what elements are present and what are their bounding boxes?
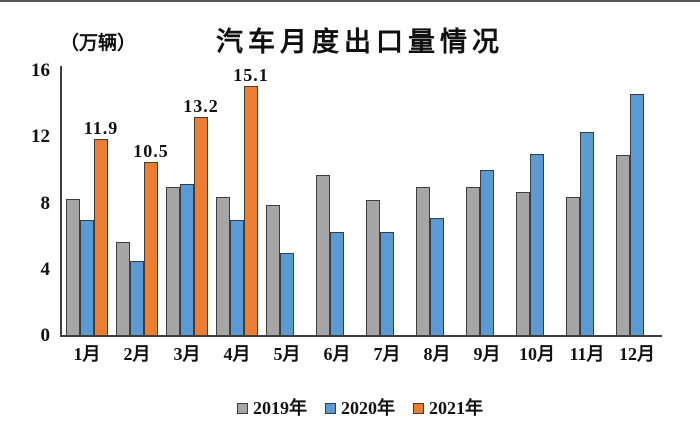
bar-2020-m12 xyxy=(630,94,644,336)
bar-2019-m8 xyxy=(416,186,430,336)
y-axis-unit-label: （万辆） xyxy=(60,33,137,54)
bar-2020-m3 xyxy=(180,183,194,336)
legend-label-2021: 2021年 xyxy=(429,398,483,418)
bar-2021-m1 xyxy=(94,138,108,336)
y-tick-label-0: 0 xyxy=(40,325,51,346)
bar-value-label-2021-m3: 13.2 xyxy=(183,96,219,117)
legend-item-2019: 2019年 xyxy=(237,398,307,418)
legend-item-2020: 2020年 xyxy=(325,398,395,418)
bar-2019-m4 xyxy=(216,196,230,336)
legend-item-2021: 2021年 xyxy=(413,398,483,418)
bar-2019-m9 xyxy=(466,186,480,336)
x-tick-label-m7: 7月 xyxy=(373,344,401,364)
x-tick-label-m5: 5月 xyxy=(273,344,301,364)
bar-2020-m9 xyxy=(480,170,494,336)
y-axis xyxy=(60,66,62,337)
bar-2020-m11 xyxy=(580,132,594,336)
chart-title: 汽车月度出口量情况 xyxy=(216,27,504,57)
bar-2019-m10 xyxy=(516,191,530,336)
bar-2020-m6 xyxy=(330,231,344,336)
bar-2021-m3 xyxy=(194,117,208,336)
y-tick-label-4: 4 xyxy=(40,258,51,280)
bar-value-label-2021-m2: 10.5 xyxy=(133,141,169,162)
bar-2019-m11 xyxy=(566,196,580,336)
x-tick-label-m12: 12月 xyxy=(619,344,655,364)
x-tick-label-m4: 4月 xyxy=(223,344,251,364)
x-tick-label-m11: 11月 xyxy=(569,344,605,364)
bar-2020-m4 xyxy=(230,220,244,336)
bar-2019-m2 xyxy=(116,241,130,336)
x-tick-label-m6: 6月 xyxy=(323,344,351,364)
bar-2019-m12 xyxy=(616,155,630,336)
x-tick-label-m2: 2月 xyxy=(123,344,151,364)
bar-2020-m5 xyxy=(280,253,294,336)
bar-2020-m8 xyxy=(430,218,444,336)
bar-2019-m6 xyxy=(316,175,330,336)
x-tick-label-m8: 8月 xyxy=(423,344,451,364)
legend-swatch-2019 xyxy=(237,402,248,414)
bar-2019-m1 xyxy=(66,198,80,336)
top-border-line xyxy=(0,0,700,2)
y-tick-label-8: 8 xyxy=(40,192,51,214)
legend-label-2020: 2020年 xyxy=(341,398,395,418)
legend: 2019年 2020年 2021年 xyxy=(10,398,700,418)
x-axis xyxy=(60,335,662,337)
bar-2021-m4 xyxy=(244,85,258,336)
y-tick-label-16: 16 xyxy=(31,60,50,81)
bar-value-label-2021-m1: 11.9 xyxy=(83,117,119,138)
bar-2019-m5 xyxy=(266,205,280,336)
bar-value-label-2021-m4: 15.1 xyxy=(233,64,269,85)
bar-2020-m1 xyxy=(80,220,94,336)
x-tick-label-m10: 10月 xyxy=(519,344,555,364)
legend-swatch-2021 xyxy=(413,402,424,414)
legend-swatch-2020 xyxy=(325,402,336,414)
bar-2020-m10 xyxy=(530,153,544,336)
bar-2020-m7 xyxy=(380,231,394,336)
x-tick-label-m3: 3月 xyxy=(173,344,201,364)
x-tick-label-m1: 1月 xyxy=(73,344,101,364)
legend-label-2019: 2019年 xyxy=(253,398,307,418)
x-tick-label-m9: 9月 xyxy=(473,344,501,364)
bar-2019-m7 xyxy=(366,200,380,336)
bar-2021-m2 xyxy=(144,162,158,336)
y-tick-label-12: 12 xyxy=(31,126,50,148)
bar-2020-m2 xyxy=(130,261,144,336)
bar-2019-m3 xyxy=(166,186,180,336)
